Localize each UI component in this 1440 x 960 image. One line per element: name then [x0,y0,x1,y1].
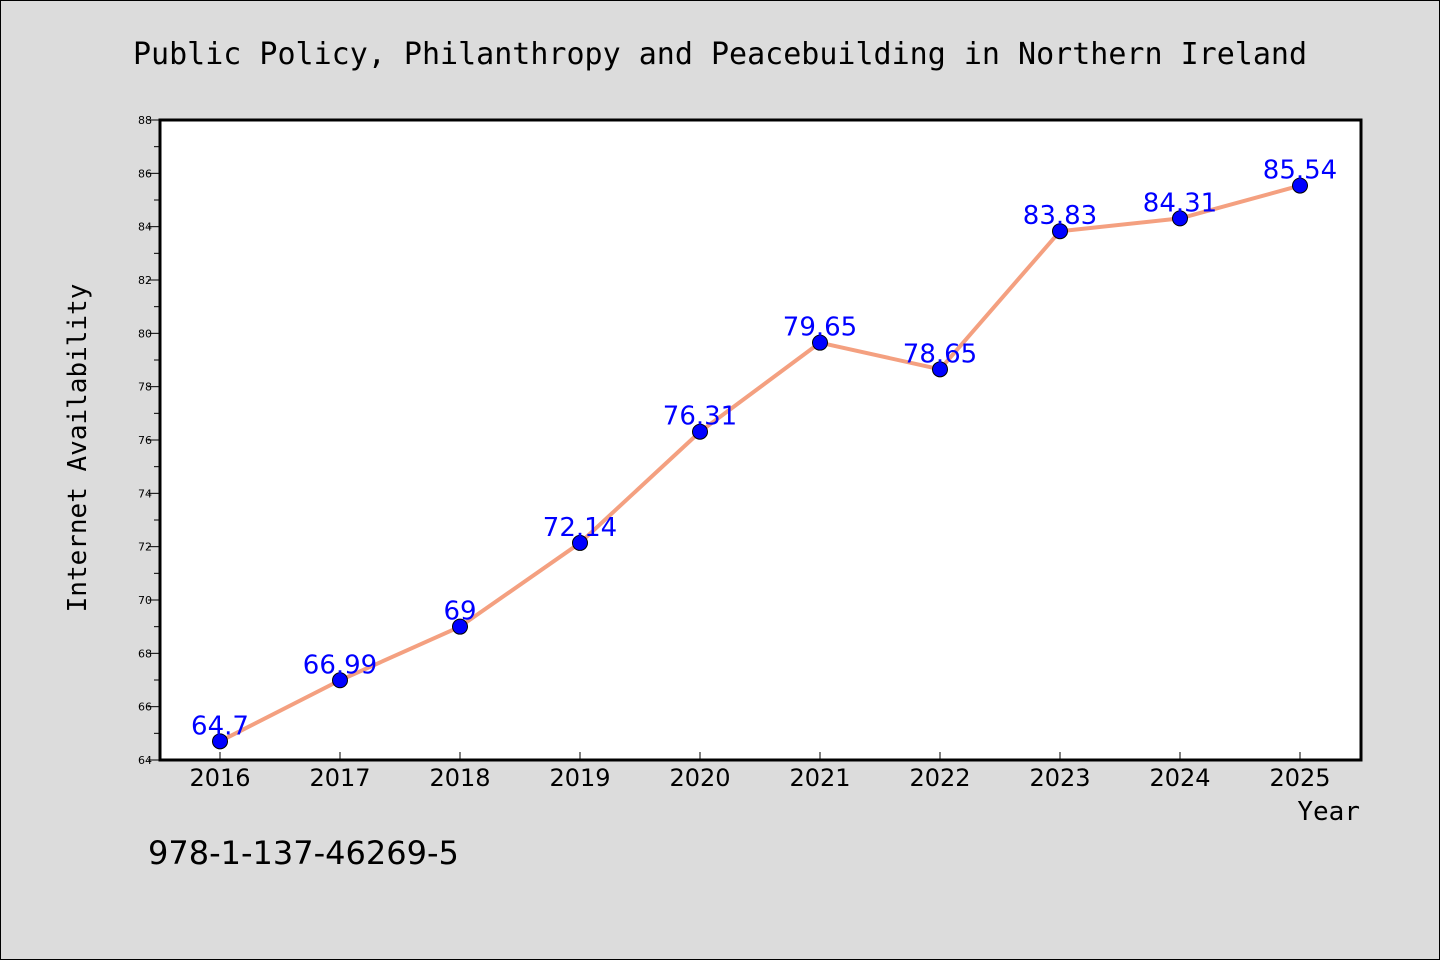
data-label-2019: 72.14 [543,513,617,543]
y-tick-label-78: 78 [138,381,152,394]
x-tick-label-2024: 2024 [1149,764,1210,792]
isbn-text: 978-1-137-46269-5 [148,834,459,872]
data-label-2024: 84.31 [1143,188,1217,218]
data-point-2021 [812,334,828,351]
x-tick-label-2017: 2017 [309,764,370,792]
x-tick-label-2025: 2025 [1269,764,1330,792]
y-tick-label-70: 70 [138,594,152,607]
data-label-2018: 69 [443,597,476,627]
data-point-2019 [572,534,588,551]
x-tick-label-2016: 2016 [189,764,250,792]
chart-title: Public Policy, Philanthropy and Peacebui… [133,37,1307,72]
plot-area [158,118,1363,762]
data-point-2018 [452,618,468,635]
series-line [218,183,1302,744]
x-tick-label-2022: 2022 [909,764,970,792]
y-tick-label-86: 86 [138,167,152,180]
x-axis-ticks: 2016 2017 2018 2019 2020 2021 2022 2023 2024 2025 [189,752,1331,792]
y-axis-ticks: 64 66 68 70 72 74 76 78 80 82 84 86 88 [138,114,160,767]
x-tick-label-2018: 2018 [429,764,490,792]
x-tick-label-2023: 2023 [1029,764,1090,792]
x-tick-label-2019: 2019 [549,764,610,792]
x-tick-label-2021: 2021 [789,764,850,792]
data-point-2024 [1172,210,1188,227]
y-tick-label-84: 84 [138,221,152,234]
data-label-2020: 76.31 [663,402,737,432]
data-point-2023 [1052,223,1068,240]
data-point-2025 [1292,177,1308,194]
data-label-2021: 79.65 [783,313,857,343]
data-label-2023: 83.83 [1023,201,1097,231]
data-point-2022 [932,361,948,378]
x-tick-label-2020: 2020 [669,764,730,792]
data-point-2016 [212,733,228,750]
y-tick-label-74: 74 [138,487,152,500]
data-label-2025: 85.54 [1263,156,1337,186]
data-point-2017 [332,672,348,689]
y-tick-label-88: 88 [138,114,152,127]
data-label-2016: 64.7 [191,711,249,741]
data-point-2020 [692,423,708,440]
series-group: 64.7 66.99 69 72.14 76.31 79.65 78.65 83.83 84.3… [191,156,1337,750]
y-tick-label-82: 82 [138,274,152,287]
y-tick-label-66: 66 [138,701,152,714]
y-axis-label: Internet Availability [63,284,93,613]
y-tick-label-64: 64 [138,754,152,767]
data-label-2017: 66.99 [303,650,377,680]
x-axis-label: Year [1297,797,1360,827]
y-tick-label-80: 80 [138,327,152,340]
data-label-2022: 78.65 [903,339,977,369]
y-tick-label-72: 72 [138,541,152,554]
y-tick-label-76: 76 [138,434,152,447]
y-tick-label-68: 68 [138,647,152,660]
